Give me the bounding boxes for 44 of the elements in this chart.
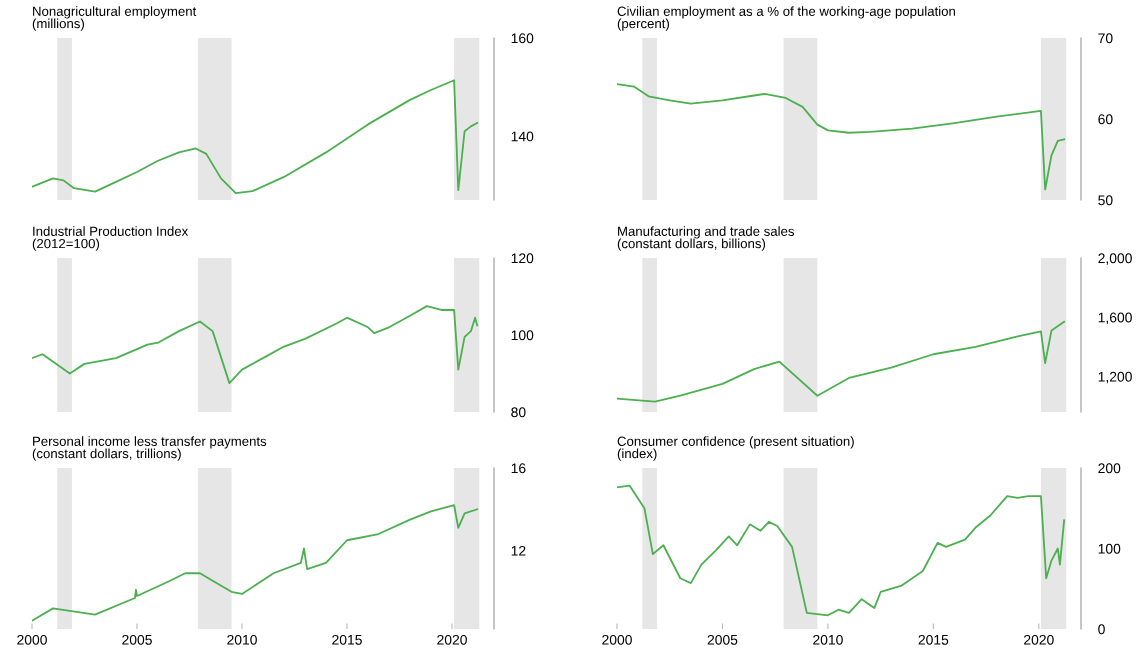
y-tick-label: 60	[1098, 114, 1113, 125]
line-series	[32, 305, 479, 385]
x-tick-label: 2005	[707, 634, 738, 645]
line-series	[32, 79, 479, 195]
y-tick-label: 2,000	[1098, 253, 1132, 265]
chart-title: Consumer confidence (present situation)	[617, 436, 854, 449]
line-series	[617, 484, 1066, 617]
chart-title: Industrial Production Index	[33, 226, 189, 236]
chart-title: Personal income less transfer payments	[33, 436, 267, 449]
chart-subtitle: (index)	[617, 448, 657, 461]
x-tick-label: 2015	[332, 634, 362, 645]
x-tick-label: 2010	[813, 634, 843, 645]
y-tick-label: 80	[511, 407, 526, 418]
y-tick-label: 0	[1098, 624, 1105, 635]
x-tick-label: 2020	[1024, 634, 1054, 645]
y-tick-label: 1,600	[1098, 312, 1132, 325]
y-tick-label: 120	[511, 253, 534, 264]
y-tick-label: 140	[511, 131, 534, 142]
chart-subtitle: (constant dollars, billions)	[617, 238, 766, 251]
y-tick-label: 100	[511, 330, 534, 341]
x-tick-label: 2000	[602, 634, 632, 645]
y-tick-label: 50	[1098, 195, 1113, 206]
y-tick-label: 16	[511, 463, 526, 474]
chart-title: Manufacturing and trade sales	[618, 226, 795, 239]
line-series	[617, 320, 1066, 403]
x-tick-label: 2000	[17, 634, 47, 645]
chart-subtitle: (2012=100)	[32, 238, 100, 251]
y-tick-label: 160	[511, 33, 534, 44]
y-tick-label: 200	[1098, 463, 1121, 474]
chart-title: Civilian employment as a % of the working-age population	[617, 6, 955, 19]
x-tick-label: 2015	[918, 634, 949, 645]
y-tick-label: 100	[1098, 543, 1121, 554]
chart-title: Nonagricultural employment	[33, 6, 197, 19]
y-tick-label: 70	[1098, 33, 1113, 44]
chart-subtitle: (constant dollars, trillions)	[32, 448, 181, 461]
x-tick-label: 2010	[227, 634, 257, 645]
y-tick-label: 1,200	[1098, 371, 1132, 384]
line-series	[32, 504, 479, 622]
x-tick-label: 2020	[437, 634, 467, 645]
chart-subtitle: (percent)	[617, 18, 669, 31]
x-tick-label: 2005	[122, 634, 152, 645]
chart-subtitle: (millions)	[32, 18, 84, 31]
line-series	[617, 83, 1066, 191]
y-tick-label: 12	[511, 545, 526, 556]
